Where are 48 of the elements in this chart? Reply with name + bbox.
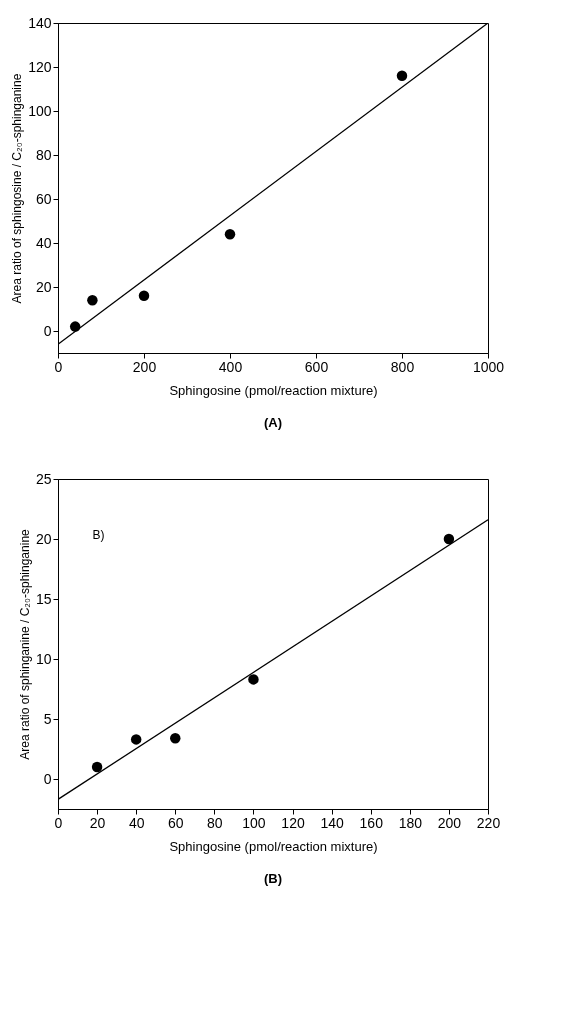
x-tick-label: 1000 [472, 358, 505, 375]
x-tick-label: 600 [304, 358, 329, 375]
y-tick-label: 5 [43, 710, 52, 727]
y-axis-title: Area ratio of sphinganine / C₂₀-sphinganine [17, 528, 32, 760]
x-tick-label: 0 [54, 358, 63, 375]
point [91, 761, 103, 773]
x-tick-label: 400 [218, 358, 243, 375]
point [87, 294, 98, 306]
x-axis-title: Sphingosine (pmol/reaction mixture) [169, 382, 378, 398]
y-tick-label: 20 [35, 278, 52, 295]
x-tick-label: 100 [242, 814, 266, 831]
y-tick-label: 80 [35, 146, 52, 163]
y-tick-label: 0 [43, 770, 52, 787]
x-tick-label: 200 [132, 358, 157, 375]
point [396, 70, 408, 82]
y-tick-label: 15 [35, 590, 52, 607]
text: (A) [263, 415, 283, 430]
x-tick-label: 160 [359, 814, 384, 831]
x-tick-label: 220 [476, 814, 501, 831]
y-tick-label: 20 [35, 530, 52, 547]
x-tick-label: 20 [89, 814, 106, 831]
x-tick-label: 800 [390, 358, 415, 375]
x-tick-label: 120 [281, 814, 305, 831]
y-axis-title: Area ratio of sphingosine / C₂₀-sphinganine [10, 73, 25, 304]
x-tick-label: 80 [207, 814, 223, 831]
x-tick-label: 200 [437, 814, 462, 831]
x-tick-label: 40 [128, 814, 145, 831]
x-axis-title: Sphingosine (pmol/reaction mixture) [169, 838, 378, 854]
y-tick-label: 0 [43, 322, 52, 339]
x-tick-label: 60 [167, 814, 184, 831]
x-tick-label: 140 [320, 814, 345, 831]
annotation: B) [92, 528, 105, 543]
y-tick-label: 100 [28, 102, 52, 119]
y-tick-label: 10 [35, 650, 52, 667]
point [130, 734, 142, 745]
y-tick-label: 120 [28, 58, 52, 75]
point [138, 290, 150, 302]
point [248, 674, 259, 685]
point [170, 732, 181, 744]
point [224, 228, 236, 240]
y-tick-label: 40 [35, 234, 52, 251]
x-tick-label: 0 [54, 814, 63, 831]
text: (B) [263, 871, 283, 886]
y-tick-label: 60 [35, 190, 52, 207]
x-tick-label: 180 [398, 814, 423, 831]
point [443, 533, 455, 545]
y-tick-label: 25 [35, 470, 52, 487]
y-tick-label: 140 [28, 14, 52, 31]
